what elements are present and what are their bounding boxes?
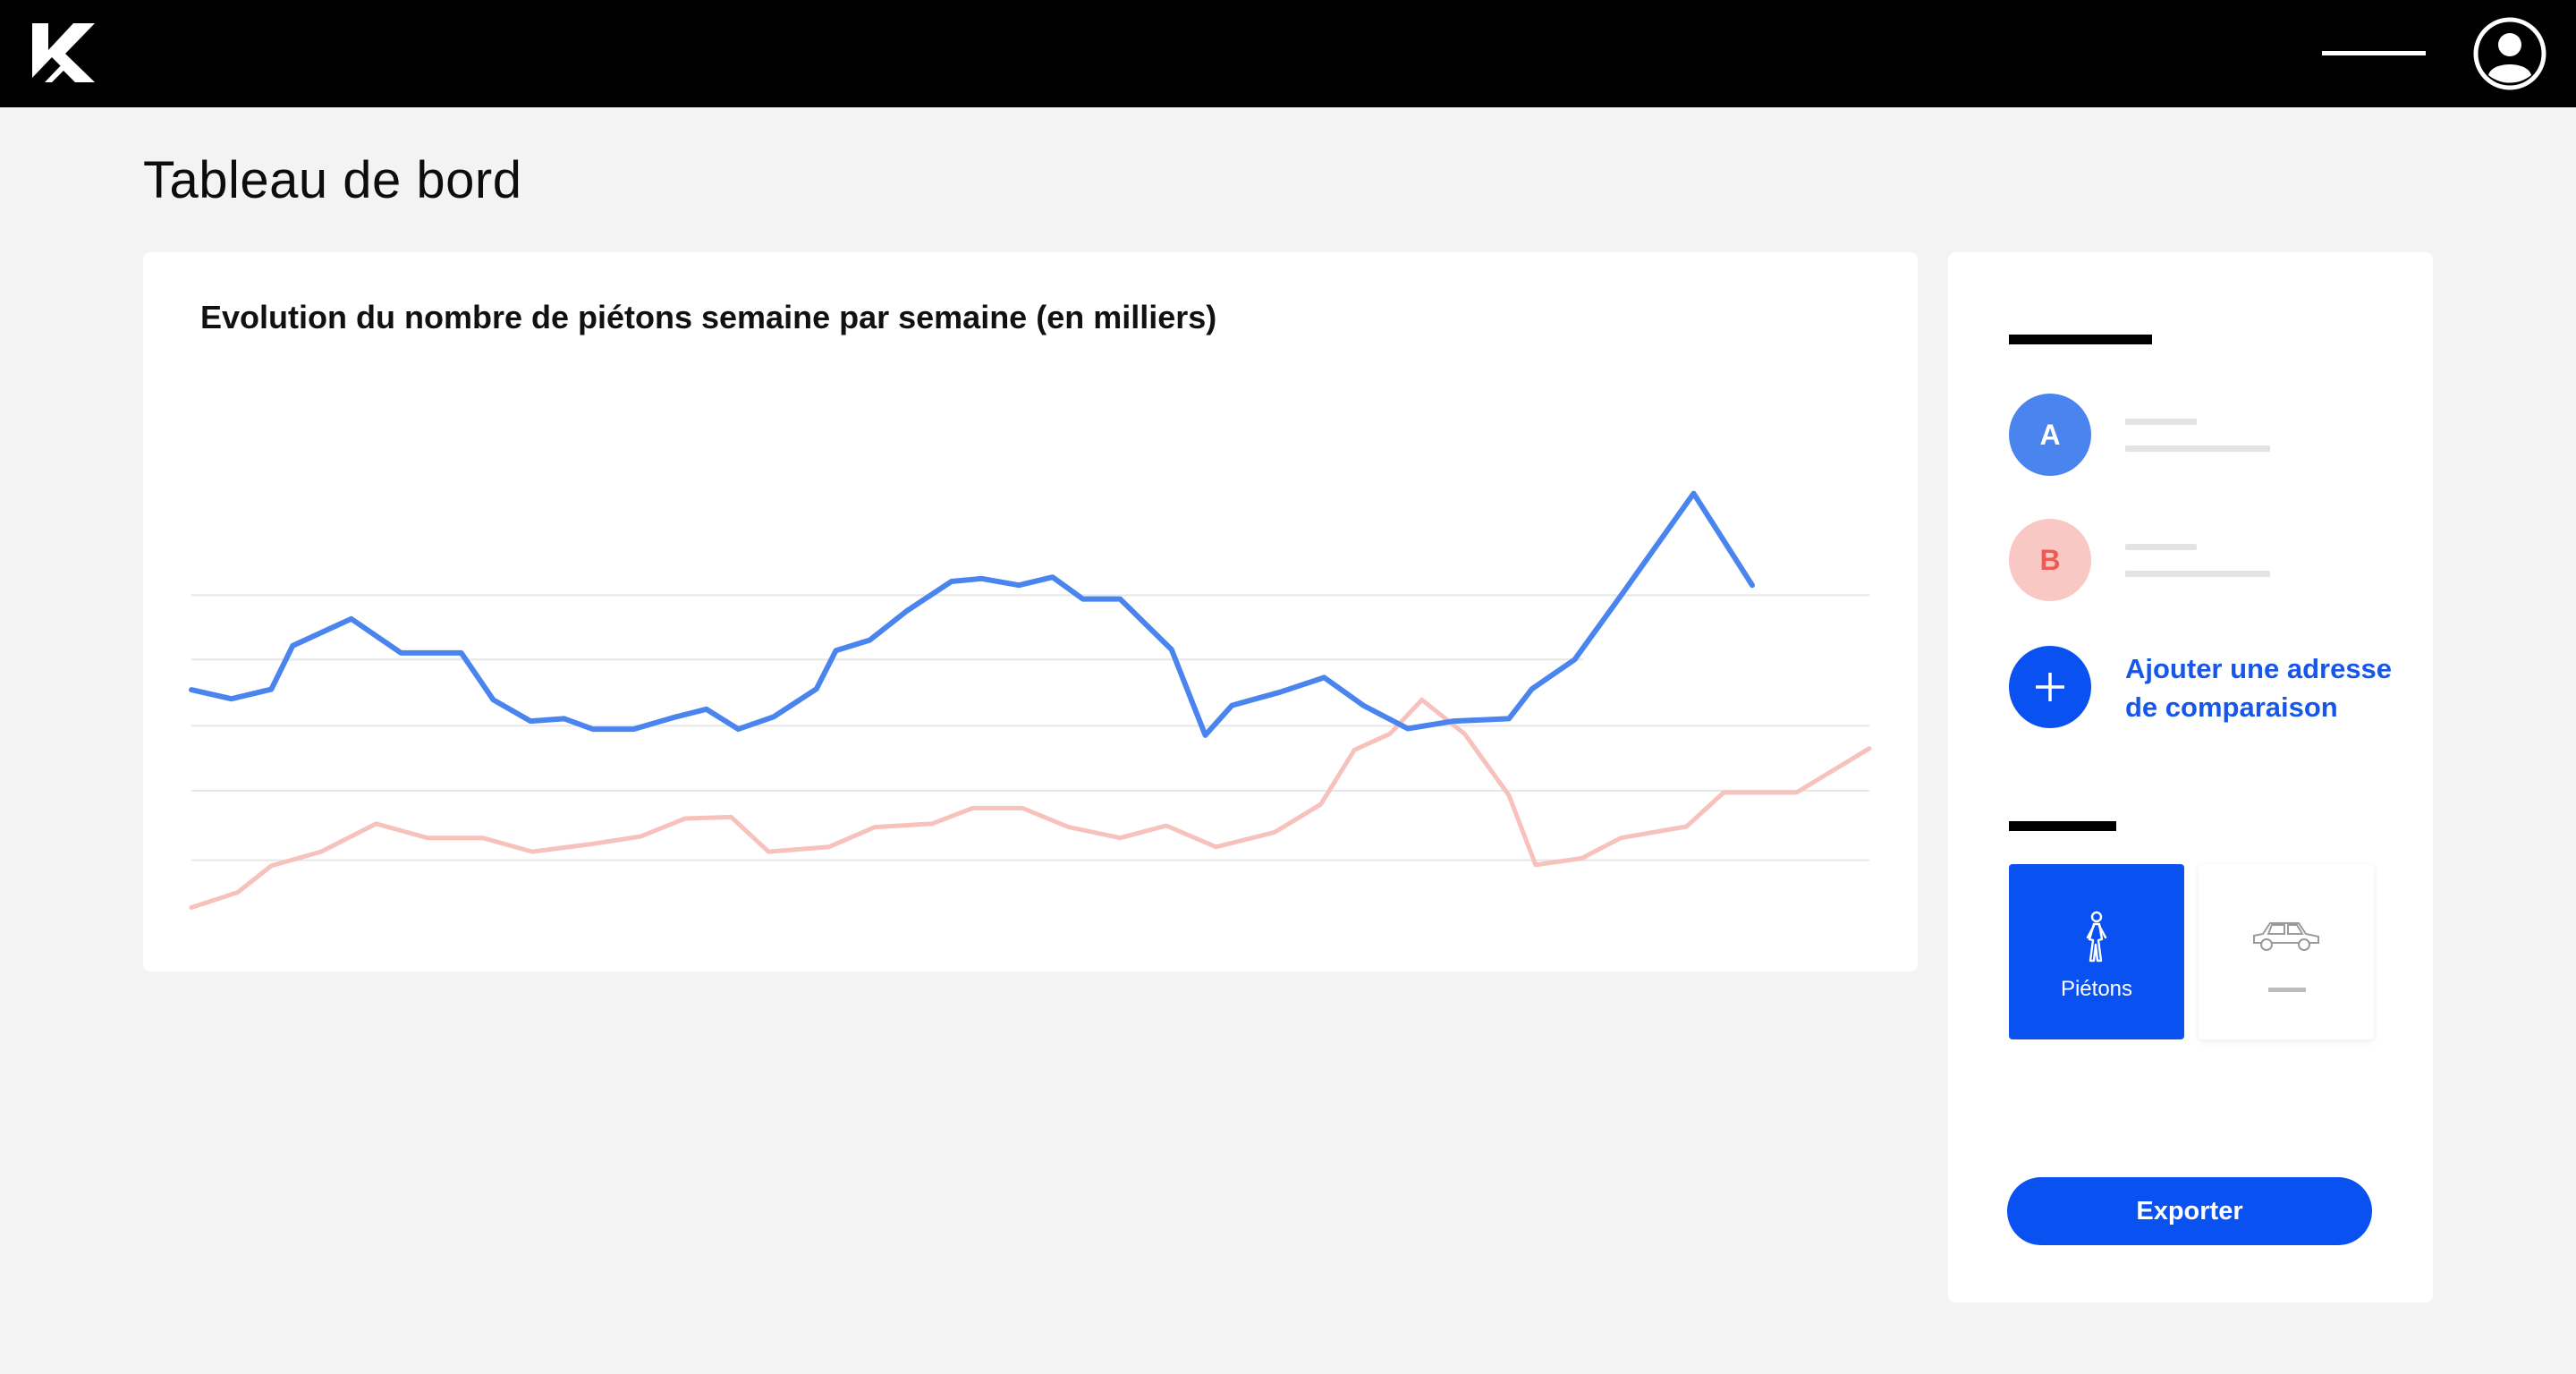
page-title: Tableau de bord (143, 151, 522, 209)
top-navigation-bar (0, 0, 2576, 107)
address-b-badge: B (2009, 519, 2091, 601)
address-b-name-placeholder (2125, 544, 2197, 550)
export-button[interactable]: Exporter (2007, 1177, 2372, 1245)
car-icon (2253, 922, 2319, 951)
pedestrian-icon (2086, 911, 2107, 963)
chart-title: Evolution du nombre de piétons semaine p… (200, 299, 1217, 335)
address-b-row[interactable]: B (2009, 519, 2402, 601)
add-address-button[interactable] (2009, 646, 2091, 728)
series-line-a (189, 490, 1755, 738)
add-address-label[interactable]: Ajouter une adresse de comparaison (2125, 653, 2393, 723)
address-a-detail-placeholder (2125, 445, 2270, 452)
k-logo-icon[interactable] (32, 23, 95, 82)
series-line-b (189, 697, 1872, 910)
line-chart (189, 490, 1872, 910)
plus-icon (2036, 673, 2064, 701)
section-heading-placeholder (2009, 335, 2152, 344)
section-heading-placeholder (2009, 821, 2116, 831)
comparison-side-panel: A B Ajouter une adresse de comparaison P… (1948, 252, 2433, 1302)
menu-line-icon[interactable] (2322, 51, 2426, 55)
car-mode-button[interactable] (2199, 864, 2374, 1039)
address-a-name-placeholder (2125, 419, 2197, 425)
pedestrian-mode-button[interactable]: Piétons (2009, 864, 2184, 1039)
address-b-detail-placeholder (2125, 571, 2270, 577)
pedestrian-mode-label: Piétons (2060, 977, 2133, 1001)
address-a-badge: A (2009, 394, 2091, 476)
chart-card: Evolution du nombre de piétons semaine p… (143, 252, 1918, 971)
user-icon[interactable] (2472, 16, 2547, 91)
add-comparison-address[interactable]: Ajouter une adresse de comparaison (2009, 646, 2402, 728)
address-a-row[interactable]: A (2009, 394, 2402, 476)
car-mode-label-placeholder (2268, 988, 2306, 992)
